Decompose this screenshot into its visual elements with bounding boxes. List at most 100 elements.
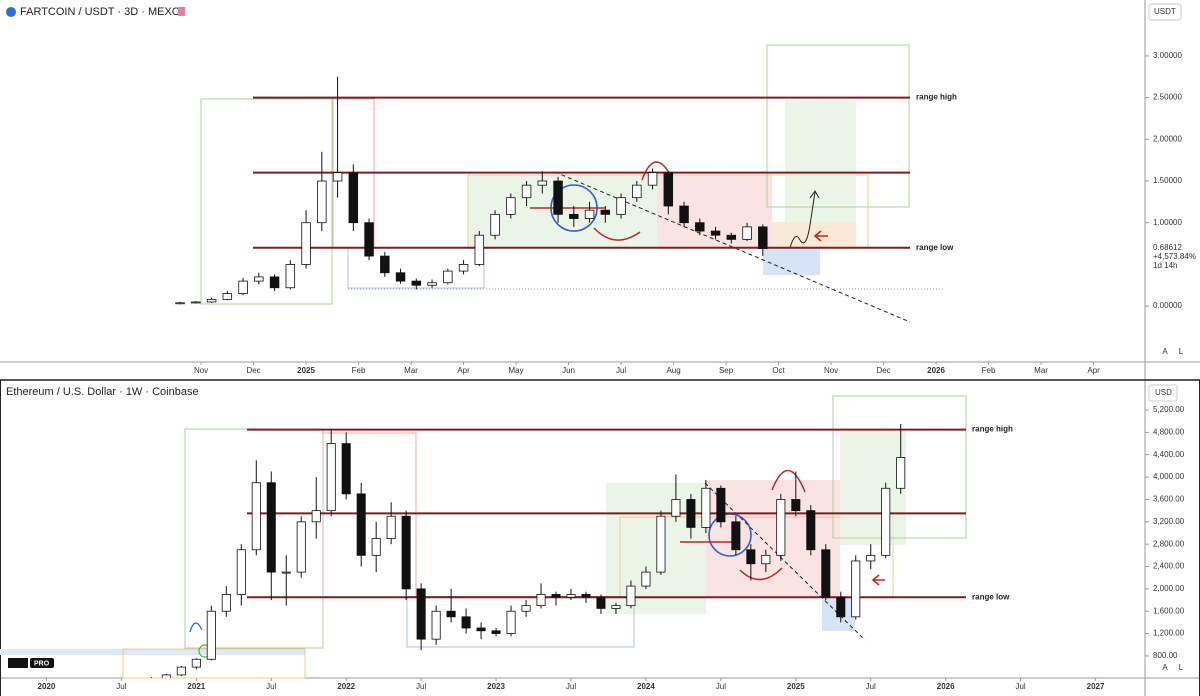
candle-body — [401, 515, 411, 590]
tv-logo: PRO — [8, 658, 54, 668]
candle-body — [491, 630, 501, 634]
x-tick-label: 2025 — [787, 682, 805, 691]
candle-body — [836, 596, 846, 618]
x-tick-label: Nov — [194, 366, 208, 375]
candle-body — [311, 510, 321, 523]
scale-button[interactable]: L — [1179, 663, 1184, 672]
top-drawings — [200, 44, 945, 323]
candle-body — [851, 560, 861, 618]
candle-body — [731, 521, 741, 551]
candle-body — [386, 515, 396, 539]
currency-label[interactable]: USDT — [1154, 7, 1176, 16]
x-tick-label: Dec — [876, 366, 890, 375]
candle-body — [710, 230, 721, 236]
candle-body — [581, 594, 591, 598]
scale-button[interactable]: A — [1162, 347, 1168, 356]
y-tick-label: 5,200.00 — [1153, 405, 1185, 414]
y-tick-label: 1.50000 — [1153, 176, 1182, 185]
x-tick-label: 2021 — [187, 682, 205, 691]
currency-box[interactable] — [1148, 384, 1178, 402]
y-tick-label: 1,600.00 — [1153, 606, 1185, 615]
candle-body — [569, 213, 579, 219]
candle-body — [521, 184, 532, 199]
x-tick-label: Feb — [352, 366, 366, 375]
candle-body — [896, 457, 906, 489]
x-tick-label: 2023 — [487, 682, 505, 691]
candle-body — [626, 585, 636, 607]
candle-body — [758, 226, 768, 249]
candle-body — [395, 272, 406, 282]
candle-body — [431, 610, 441, 640]
candle-body — [380, 255, 390, 274]
chart-title: Ethereum / U.S. Dollar · 1W · Coinbase — [6, 386, 199, 398]
candle-body — [716, 487, 726, 523]
y-tick-label: 1.00000 — [1153, 218, 1182, 227]
candle-body — [446, 610, 456, 618]
currency-box[interactable] — [1148, 3, 1182, 21]
candles — [175, 76, 768, 305]
candle-body — [251, 482, 261, 551]
candle-body — [301, 222, 311, 265]
y-tick-label: 4,000.00 — [1153, 472, 1185, 481]
scale-button[interactable]: L — [1179, 347, 1184, 356]
x-tick-label: 2026 — [937, 682, 955, 691]
candle-body — [461, 616, 471, 629]
candle-body — [506, 197, 516, 215]
level-label: range high — [972, 425, 1013, 434]
candle-body — [411, 280, 422, 286]
y-tick-label: 2,800.00 — [1153, 539, 1185, 548]
y-tick-label: 4,800.00 — [1153, 428, 1185, 437]
scale-button[interactable]: A — [1162, 663, 1168, 672]
x-tick-label: Apr — [457, 366, 470, 375]
bottom-drawings — [0, 395, 967, 679]
x-tick-label: Mar — [404, 366, 418, 375]
x-tick-label: Jul — [616, 366, 626, 375]
candle-body — [132, 679, 140, 681]
candle-body — [281, 571, 291, 574]
candle-body — [695, 222, 705, 232]
chart-title: FARTCOIN / USDT · 3D · MEXC — [20, 6, 180, 18]
x-tick-label: Sep — [719, 366, 734, 375]
candle-body — [536, 594, 546, 607]
y-tick-label: 2.00000 — [1153, 134, 1182, 143]
currency-label[interactable]: USD — [1155, 388, 1172, 397]
candle-body — [326, 443, 336, 512]
x-tick-label: Jul — [1015, 682, 1025, 691]
candle-body — [701, 487, 711, 528]
last-price: 0.68612 — [1153, 243, 1182, 252]
candle-body — [364, 222, 374, 257]
y-tick-label: 4,400.00 — [1153, 450, 1185, 459]
candle-body — [427, 282, 437, 286]
candle-body — [881, 487, 891, 556]
candle-body — [600, 209, 611, 215]
x-tick-label: Feb — [982, 366, 996, 375]
y-tick-label: 3.00000 — [1153, 51, 1182, 60]
x-tick-label: Aug — [666, 366, 680, 375]
candle-body — [596, 596, 606, 609]
candle-body — [641, 571, 651, 587]
x-tick-label: Jul — [416, 682, 426, 691]
y-tick-label: 2,400.00 — [1153, 562, 1185, 571]
x-tick-label: Jun — [562, 366, 575, 375]
candle-body — [506, 610, 516, 634]
x-tick-label: 2020 — [38, 682, 56, 691]
flag-icon[interactable] — [178, 7, 185, 16]
candle-body — [521, 605, 531, 612]
candle-body — [551, 594, 561, 598]
candle-body — [476, 627, 486, 632]
candle-body — [474, 234, 485, 265]
candle-body — [238, 280, 248, 295]
candles — [132, 424, 906, 681]
bar-countdown: 1d 14h — [1153, 261, 1177, 270]
candle-body — [147, 679, 155, 680]
y-tick-label: 800.00 — [1153, 651, 1178, 660]
x-tick-label: Jul — [266, 682, 276, 691]
candle-body — [222, 293, 233, 300]
level-label: range high — [916, 93, 957, 102]
x-tick-label: Mar — [1034, 366, 1048, 375]
x-tick-label: Jul — [866, 682, 876, 691]
candle-body — [266, 482, 276, 573]
candle-body — [348, 172, 359, 224]
y-tick-label: 3,200.00 — [1153, 517, 1185, 526]
candle-body — [791, 499, 801, 512]
